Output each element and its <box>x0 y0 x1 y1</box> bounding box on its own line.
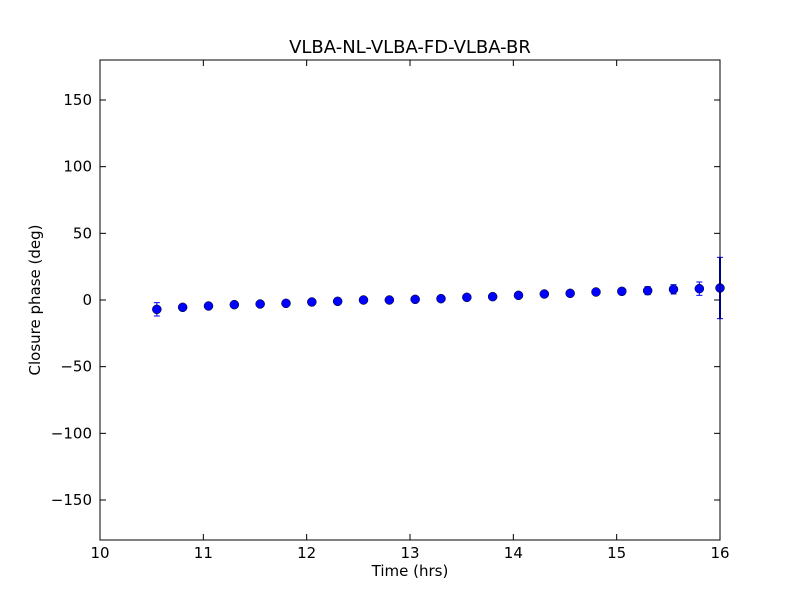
data-point <box>668 284 679 295</box>
y-tick-label: −100 <box>51 424 92 442</box>
y-tick-label: 100 <box>63 158 92 176</box>
data-marker <box>281 298 291 309</box>
data-marker <box>642 285 653 296</box>
data-point <box>591 287 601 297</box>
data-point <box>436 293 446 304</box>
data-marker <box>513 290 524 301</box>
data-point <box>539 289 550 299</box>
x-tick-label: 13 <box>400 544 419 562</box>
y-tick-label: 0 <box>82 291 92 309</box>
data-marker <box>332 296 343 307</box>
data-point <box>694 281 705 296</box>
y-tick-label: −150 <box>51 491 92 509</box>
data-marker <box>487 291 498 302</box>
data-point <box>565 288 575 299</box>
data-marker <box>229 299 240 310</box>
tick-layer: 10 11 12 13 14 15 16 −150 −100 −50 0 50 100 150 <box>51 60 730 562</box>
data-point <box>487 291 498 302</box>
data-point <box>229 299 240 310</box>
x-tick-label: 14 <box>504 544 523 562</box>
y-tick-label: −50 <box>60 358 92 376</box>
y-tick-label: 150 <box>63 91 92 109</box>
data-point <box>410 294 420 305</box>
x-tick-label: 10 <box>90 544 109 562</box>
data-marker <box>203 301 214 311</box>
data-marker <box>539 289 550 299</box>
data-point <box>177 302 188 313</box>
data-marker <box>152 304 162 315</box>
y-axis-label: Closure phase (deg) <box>26 225 44 376</box>
data-point <box>203 301 214 311</box>
data-point <box>281 298 291 309</box>
data-point <box>384 295 395 305</box>
x-tick-label: 15 <box>607 544 626 562</box>
data-point <box>255 299 265 309</box>
data-point <box>617 286 627 297</box>
x-tick-label: 16 <box>710 544 729 562</box>
data-marker <box>436 293 446 304</box>
data-marker <box>668 284 679 295</box>
data-point <box>307 297 317 307</box>
data-point <box>462 292 472 303</box>
data-marker <box>177 302 188 313</box>
data-marker <box>410 294 420 305</box>
data-marker <box>591 287 601 297</box>
data-point <box>513 290 524 301</box>
data-marker <box>565 288 575 299</box>
y-tick-label: 50 <box>73 224 92 242</box>
data-point <box>152 302 162 317</box>
x-axis-label: Time (hrs) <box>371 562 449 580</box>
data-marker <box>307 297 317 307</box>
data-point <box>332 296 343 307</box>
data-marker <box>462 292 472 303</box>
data-point <box>358 295 369 305</box>
data-marker <box>255 299 265 309</box>
x-tick-label: 12 <box>297 544 316 562</box>
x-tick-label: 11 <box>194 544 213 562</box>
chart-title: VLBA-NL-VLBA-FD-VLBA-BR <box>289 37 531 58</box>
data-marker <box>617 286 627 297</box>
data-point <box>642 285 653 296</box>
data-marker <box>694 283 705 294</box>
data-marker <box>358 295 369 305</box>
data-marker <box>384 295 395 305</box>
